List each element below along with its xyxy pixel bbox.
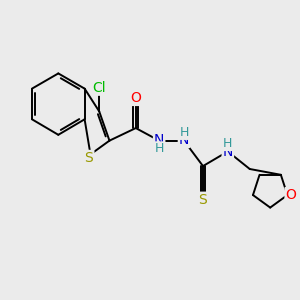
Text: N: N [179,133,189,147]
Text: H: H [179,126,189,139]
Text: N: N [223,145,233,159]
Text: H: H [154,142,164,155]
Text: N: N [154,133,164,147]
Text: H: H [223,137,232,150]
Text: S: S [199,193,207,207]
Text: Cl: Cl [92,81,106,95]
Text: S: S [85,151,93,165]
Text: O: O [286,188,296,202]
Text: O: O [130,91,141,105]
